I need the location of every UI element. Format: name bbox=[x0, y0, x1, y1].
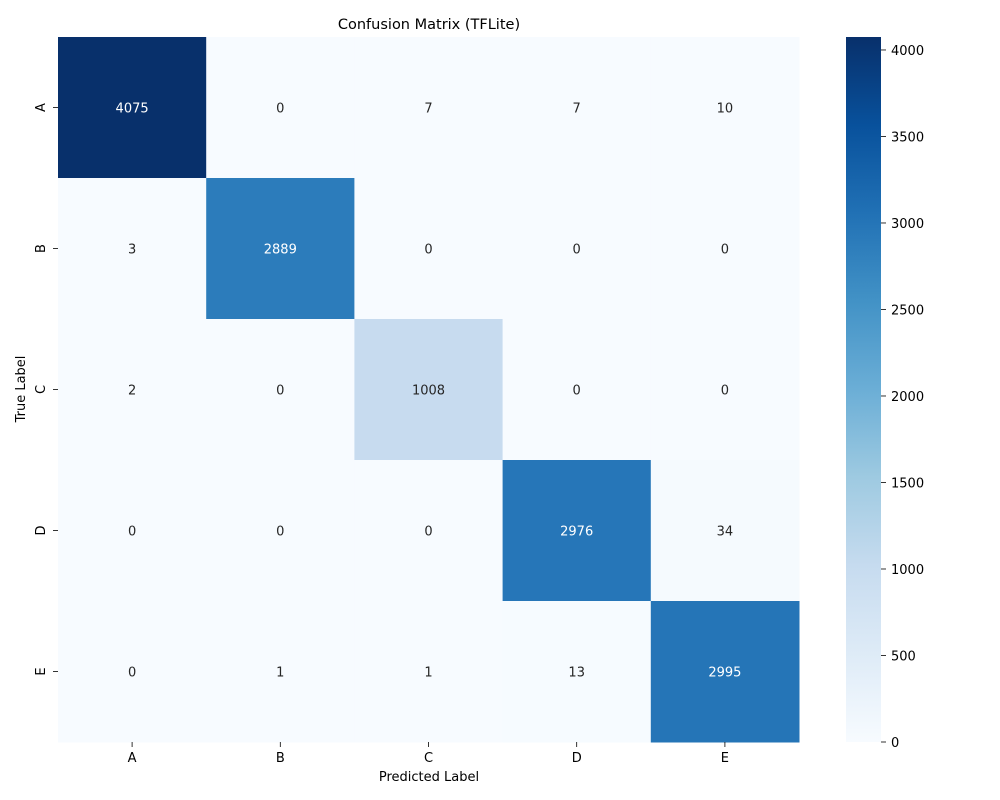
cell-value-label: 10 bbox=[717, 102, 734, 117]
colorbar-tick-label: 2500 bbox=[891, 303, 924, 318]
y-tick-label: C bbox=[34, 385, 49, 394]
cell-value-label: 3 bbox=[128, 243, 136, 258]
heatmap-cell bbox=[58, 37, 207, 179]
y-tick-label: D bbox=[34, 525, 49, 535]
heatmap-cell bbox=[206, 460, 355, 602]
cell-value-label: 0 bbox=[424, 525, 432, 540]
cell-value-label: 2995 bbox=[708, 666, 741, 681]
cell-value-label: 7 bbox=[424, 102, 432, 117]
x-tick-label: A bbox=[128, 751, 137, 766]
x-axis-ticks: A B C D E bbox=[128, 742, 729, 766]
heatmap-cell bbox=[650, 37, 800, 179]
cell-value-label: 0 bbox=[276, 102, 284, 117]
cell-value-label: 1 bbox=[424, 666, 432, 681]
x-tick-label: D bbox=[572, 751, 582, 766]
heatmap-cell bbox=[58, 319, 207, 461]
heatmap-cell bbox=[650, 319, 800, 461]
heatmap-cells bbox=[58, 37, 800, 743]
heatmap-cell bbox=[354, 178, 504, 320]
heatmap-cell bbox=[502, 37, 652, 179]
x-axis-label: Predicted Label bbox=[379, 770, 479, 785]
cell-value-label: 0 bbox=[276, 384, 284, 399]
cell-value-label: 0 bbox=[276, 525, 284, 540]
heatmap-cell bbox=[58, 460, 207, 602]
cell-annotations: 4075 0 7 7 10 3 2889 0 0 0 2 0 1008 0 0 0 0 0 2976 34 0 1 1 13 2… bbox=[116, 102, 742, 681]
heatmap-cell bbox=[354, 601, 504, 743]
heatmap-cell bbox=[502, 319, 652, 461]
heatmap-cell bbox=[650, 460, 800, 602]
heatmap-cell bbox=[354, 460, 504, 602]
heatmap-cell bbox=[206, 178, 355, 320]
cell-value-label: 7 bbox=[573, 102, 581, 117]
y-tick-label: B bbox=[34, 244, 49, 253]
chart-title: Confusion Matrix (TFLite) bbox=[338, 17, 520, 33]
colorbar-tick-label: 0 bbox=[891, 736, 899, 751]
cell-value-label: 34 bbox=[717, 525, 734, 540]
heatmap-cell bbox=[206, 601, 355, 743]
heatmap-cell bbox=[502, 460, 652, 602]
cell-value-label: 0 bbox=[424, 243, 432, 258]
cell-value-label: 0 bbox=[573, 384, 581, 399]
heatmap-cell bbox=[354, 37, 504, 179]
heatmap-cell bbox=[206, 319, 355, 461]
cell-value-label: 0 bbox=[721, 384, 729, 399]
cell-value-label: 1 bbox=[276, 666, 284, 681]
heatmap-cell bbox=[650, 178, 800, 320]
heatmap-cell bbox=[206, 37, 355, 179]
cell-value-label: 0 bbox=[128, 666, 136, 681]
cell-value-label: 13 bbox=[568, 666, 585, 681]
cell-value-label: 2 bbox=[128, 384, 136, 399]
colorbar-tick-label: 4000 bbox=[891, 44, 924, 59]
colorbar-tick-label: 3000 bbox=[891, 217, 924, 232]
x-tick-label: E bbox=[721, 751, 729, 766]
x-tick-label: C bbox=[424, 751, 433, 766]
y-tick-label: E bbox=[34, 667, 49, 675]
colorbar-tick-label: 2000 bbox=[891, 390, 924, 405]
y-axis-ticks: A B C D E bbox=[34, 103, 58, 676]
cell-value-label: 2889 bbox=[264, 243, 297, 258]
heatmap-cell bbox=[354, 319, 504, 461]
cell-value-label: 1008 bbox=[412, 384, 445, 399]
cell-value-label: 2976 bbox=[560, 525, 593, 540]
colorbar bbox=[846, 37, 881, 742]
cell-value-label: 0 bbox=[573, 243, 581, 258]
heatmap-cell bbox=[650, 601, 800, 743]
colorbar-tick-label: 500 bbox=[891, 649, 916, 664]
heatmap-cell bbox=[58, 601, 207, 743]
y-tick-label: A bbox=[34, 103, 49, 112]
colorbar-tick-label: 3500 bbox=[891, 130, 924, 145]
colorbar-tick-label: 1500 bbox=[891, 476, 924, 491]
x-tick-label: B bbox=[276, 751, 285, 766]
y-axis-label: True Label bbox=[14, 356, 29, 424]
heatmap-cell bbox=[502, 601, 652, 743]
colorbar-ticks: 0 500 1000 1500 2000 2500 3000 3500 4000 bbox=[881, 44, 924, 751]
colorbar-tick-label: 1000 bbox=[891, 563, 924, 578]
cell-value-label: 0 bbox=[721, 243, 729, 258]
heatmap-cell bbox=[58, 178, 207, 320]
heatmap-cell bbox=[502, 178, 652, 320]
cell-value-label: 0 bbox=[128, 525, 136, 540]
cell-value-label: 4075 bbox=[116, 102, 149, 117]
